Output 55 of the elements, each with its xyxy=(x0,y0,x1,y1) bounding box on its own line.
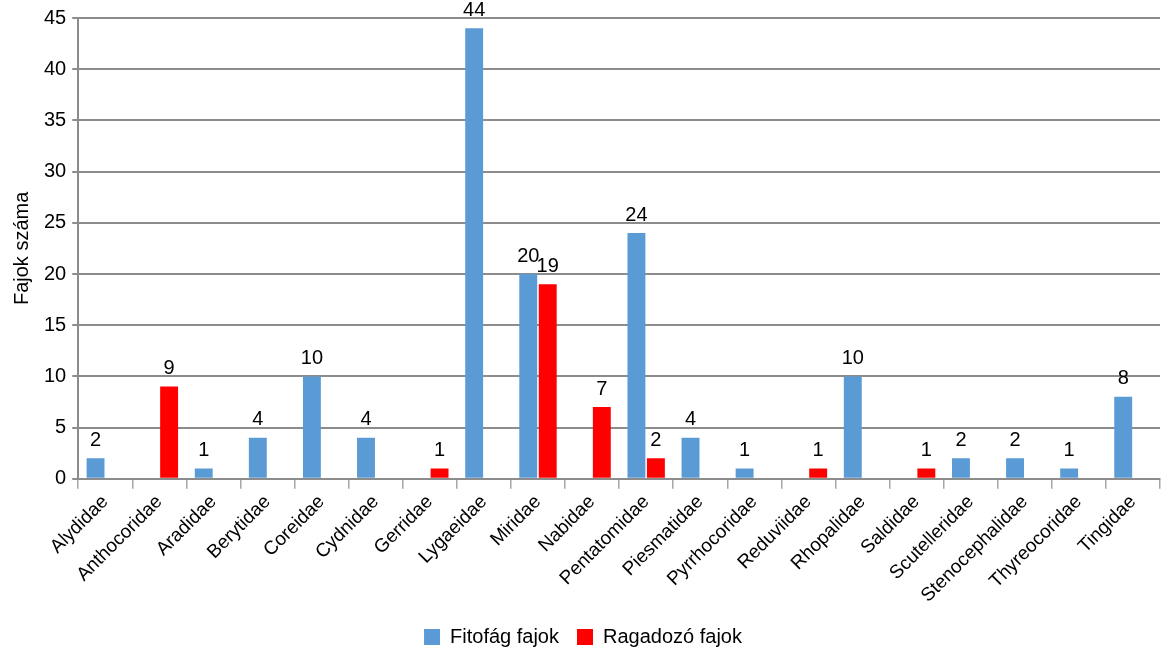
y-tick-label: 40 xyxy=(44,56,67,79)
y-tick-label: 5 xyxy=(55,415,67,438)
bar xyxy=(430,468,449,478)
bar xyxy=(1006,458,1024,478)
bar xyxy=(519,273,538,478)
bar xyxy=(1060,468,1079,478)
bar xyxy=(86,458,105,478)
bar xyxy=(1114,396,1133,478)
data-label: 1 xyxy=(1063,438,1075,461)
data-label: 8 xyxy=(1117,366,1129,389)
y-tick-label: 45 xyxy=(44,5,67,28)
y-tick-label: 15 xyxy=(44,312,67,335)
bar xyxy=(302,376,321,478)
bar xyxy=(646,458,665,478)
bar xyxy=(735,468,754,478)
data-label: 4 xyxy=(360,407,372,430)
y-axis-title: Fajok száma xyxy=(9,190,32,306)
bar xyxy=(952,458,970,478)
data-label: 1 xyxy=(920,438,932,461)
y-tick-label: 10 xyxy=(44,363,67,386)
bar xyxy=(194,468,213,478)
y-tick-label: 30 xyxy=(44,159,67,182)
data-label: 2 xyxy=(650,427,662,450)
bar xyxy=(917,468,936,478)
bar xyxy=(843,376,862,478)
data-label: 4 xyxy=(684,407,697,430)
data-label: 2 xyxy=(1009,427,1021,450)
data-label: 10 xyxy=(841,345,864,368)
bar xyxy=(465,28,484,478)
bar xyxy=(248,437,267,478)
bar xyxy=(627,233,646,478)
bar xyxy=(160,386,179,478)
data-label: 1 xyxy=(198,438,210,461)
bar xyxy=(538,284,557,478)
data-label: 2 xyxy=(955,427,967,450)
data-label: 1 xyxy=(433,438,446,461)
legend-label: Ragadozó fajok xyxy=(602,624,743,647)
legend-label: Fitofág fajok xyxy=(450,624,560,647)
data-label: 2 xyxy=(89,427,102,450)
y-tick-label: 20 xyxy=(44,261,67,284)
bar xyxy=(357,437,375,478)
data-label: 10 xyxy=(300,345,324,368)
y-tick-label: 0 xyxy=(55,466,67,489)
y-tick-label: 25 xyxy=(44,210,67,233)
data-label: 1 xyxy=(812,438,824,461)
data-label: 44 xyxy=(463,0,486,20)
data-label: 24 xyxy=(625,202,648,225)
data-label: 4 xyxy=(252,407,264,430)
data-label: 1 xyxy=(739,438,751,461)
bar xyxy=(809,468,828,478)
y-tick-label: 35 xyxy=(44,107,67,130)
bar xyxy=(592,407,611,478)
data-label: 7 xyxy=(596,376,608,399)
bar xyxy=(681,437,700,478)
data-label: 9 xyxy=(163,356,175,379)
